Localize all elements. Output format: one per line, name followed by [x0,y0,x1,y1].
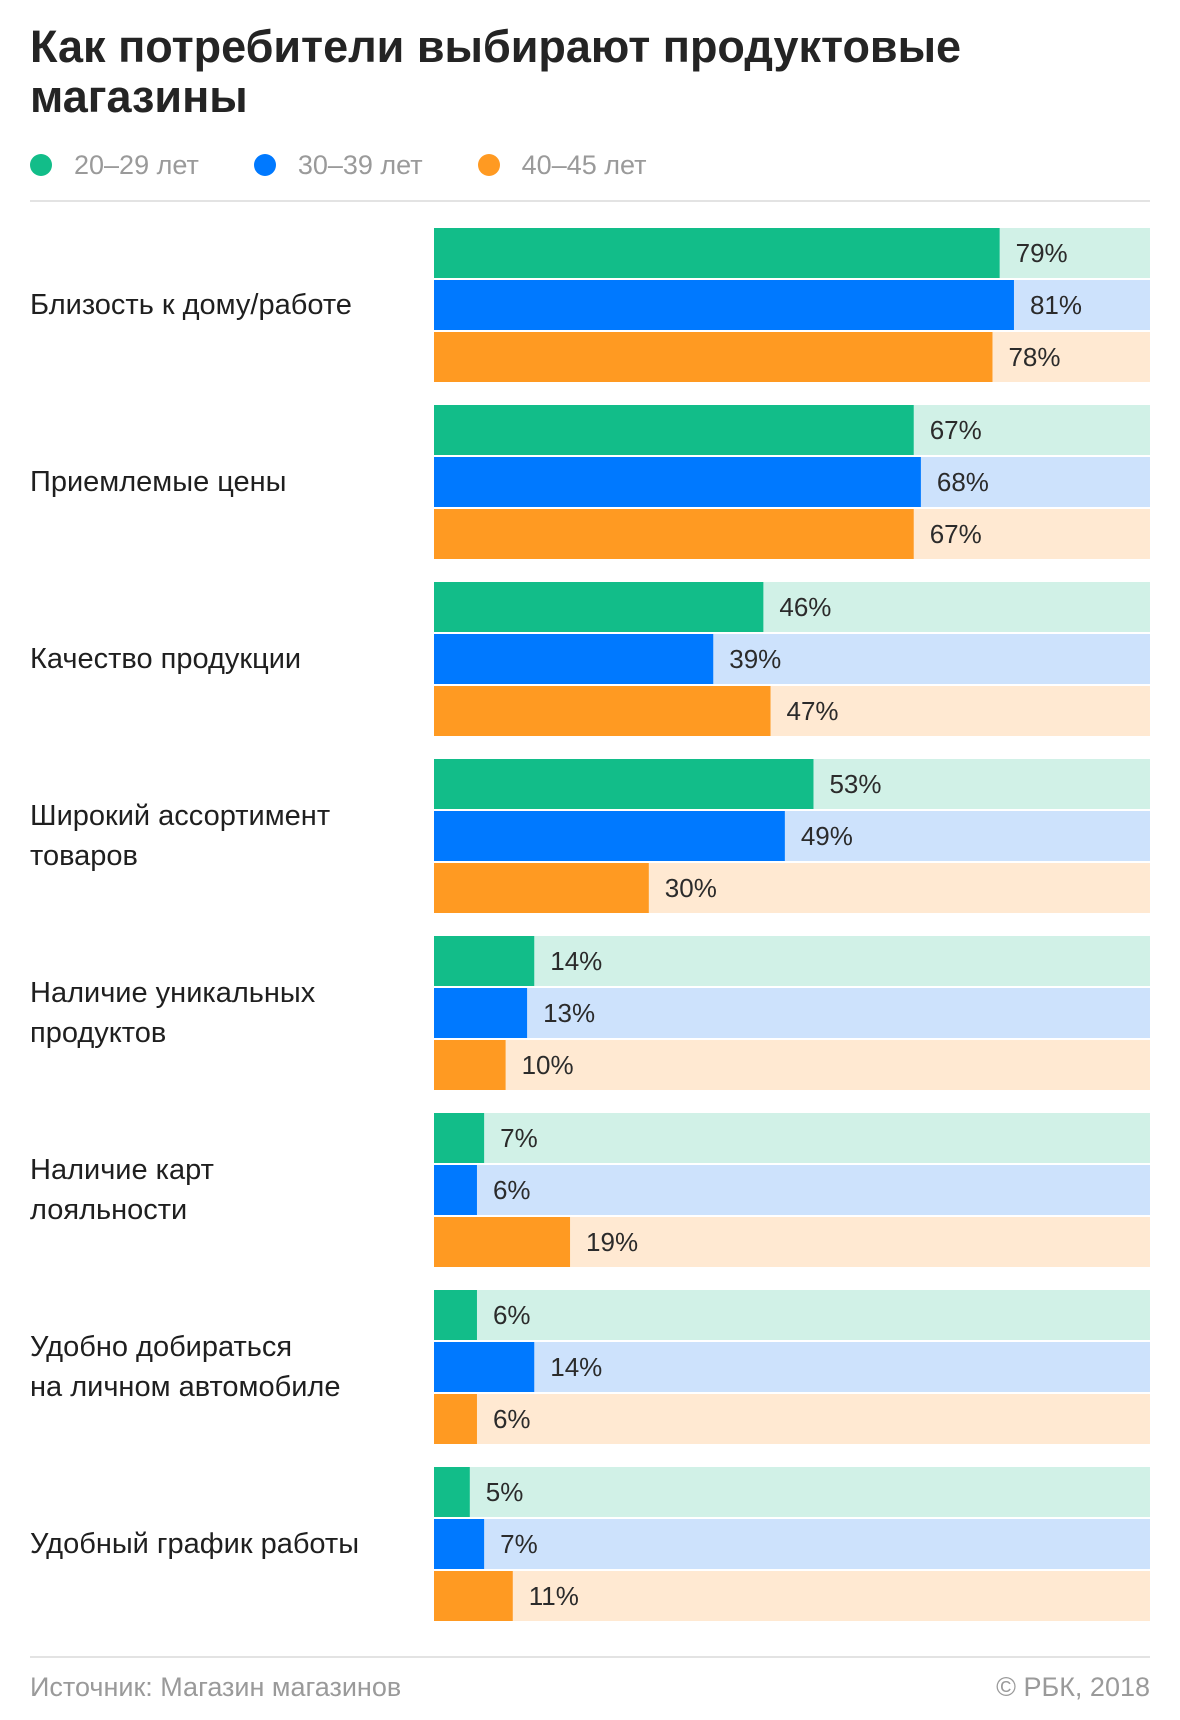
category-label: продуктов [30,1017,166,1049]
bar [434,509,914,559]
bar [434,1165,477,1215]
category-label: Близость к дому/работе [30,289,352,321]
legend-label: 30–39 лет [297,149,423,180]
bar [434,228,1000,278]
bar [434,686,771,736]
category-label: Наличие карт [30,1154,214,1186]
copyright-note: © РБК, 2018 [996,1672,1150,1702]
bar [434,1467,470,1517]
bar [434,811,785,861]
legend-item-20-29: 20–29 лет [30,150,199,181]
data-label: 7% [500,1529,538,1559]
data-label: 14% [550,946,602,976]
bar-track [434,1165,1150,1215]
data-label: 49% [801,821,853,851]
data-label: 30% [665,873,717,903]
bar-track [434,936,1150,986]
data-label: 5% [486,1477,524,1507]
category-label: товаров [30,840,138,872]
data-label: 47% [787,696,839,726]
category-label: лояльности [30,1194,187,1226]
bar-track [434,1342,1150,1392]
source-note: Источник: Магазин магазинов [30,1672,402,1702]
data-label: 78% [1008,342,1060,372]
bar [434,1342,535,1392]
category-label: Наличие уникальных [30,977,316,1009]
legend-label: 20–29 лет [74,149,199,180]
data-label: 39% [729,644,781,674]
category-label: Качество продукции [30,643,301,675]
category-label: Приемлемые цены [30,466,287,498]
bar [434,1394,477,1444]
bar [434,759,814,809]
legend-swatch-green [30,154,52,176]
bar [434,280,1014,330]
legend-item-40-45: 40–45 лет [477,149,647,181]
data-label: 6% [493,1175,531,1205]
data-label: 19% [586,1227,638,1257]
legend-item-30-39: 30–39 лет [253,149,423,181]
bar-track [434,1290,1150,1340]
bar-track [434,1394,1150,1444]
data-label: 13% [543,998,595,1028]
bar [434,1519,485,1569]
data-label: 7% [500,1123,538,1153]
bar [434,1217,571,1267]
bar [434,582,764,632]
data-label: 11% [529,1581,579,1611]
category-label: Удобно добираться [30,1331,292,1363]
data-label: 67% [930,415,982,445]
bar [434,1571,513,1621]
top-divider [30,200,1150,202]
bar [434,988,528,1038]
bar [434,457,921,507]
bottom-divider [30,1656,1150,1658]
chart-title: Как потребители выбирают продуктовые маг… [30,21,962,122]
data-label: 10% [522,1050,574,1080]
data-label: 81% [1030,290,1082,320]
bar [434,1290,477,1340]
bar [434,332,993,382]
category-label: на личном автомобиле [30,1371,340,1403]
bar-track [434,1467,1150,1517]
bar [434,1113,485,1163]
data-label: 6% [493,1300,531,1330]
data-label: 14% [550,1352,602,1382]
data-label: 68% [937,467,989,497]
data-label: 79% [1016,238,1068,268]
bar-track [434,1113,1150,1163]
bar-track [434,1040,1150,1090]
legend: 20–29 лет 30–39 лет 40–45 лет [30,148,701,182]
bar [434,1040,506,1090]
bar [434,405,914,455]
bar [434,936,535,986]
bar-track [434,1519,1150,1569]
legend-swatch-blue [253,154,276,176]
category-label: Удобный график работы [30,1528,359,1560]
legend-label: 40–45 лет [521,149,647,180]
bar [434,863,649,913]
data-label: 67% [930,519,982,549]
bar-track [434,988,1150,1038]
data-label: 6% [493,1404,531,1434]
bar [434,634,714,684]
bar-track [434,1571,1150,1621]
data-label: 53% [829,769,881,799]
legend-swatch-orange [477,154,500,176]
category-label: Широкий ассортимент [30,800,330,832]
data-label: 46% [779,592,831,622]
